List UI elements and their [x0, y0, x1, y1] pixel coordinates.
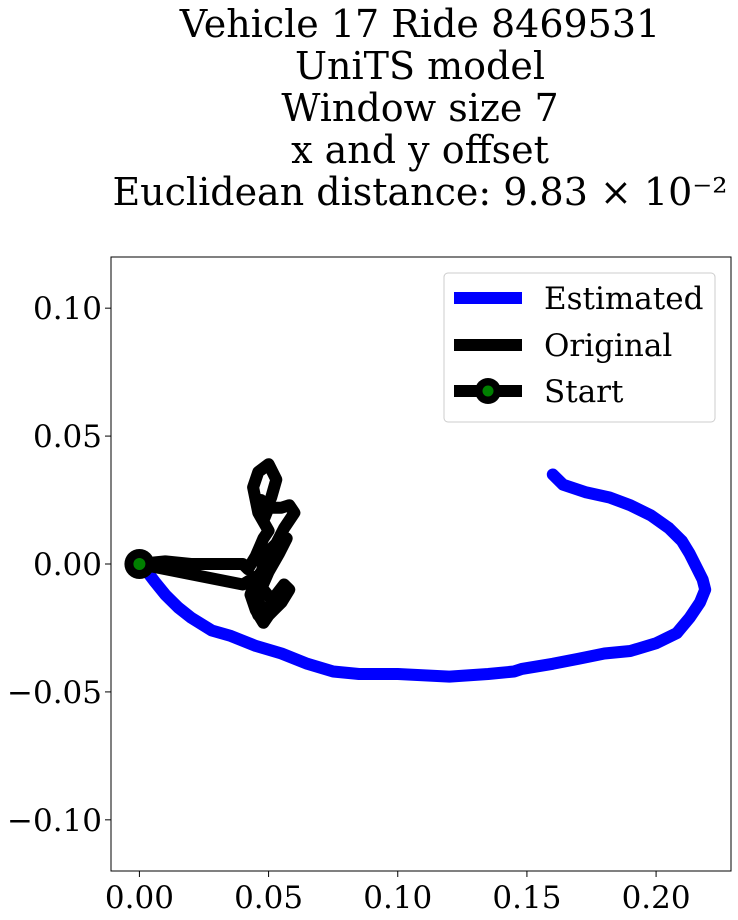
title-line-5: Euclidean distance: 9.83 × 10⁻² — [112, 170, 727, 214]
series-layer — [124, 458, 712, 683]
title-line-2: UniTS model — [295, 44, 545, 88]
legend-original-label: Original — [544, 328, 672, 364]
title-line-1: Vehicle 17 Ride 8469531 — [179, 2, 660, 46]
y-tick-label: −0.10 — [7, 803, 102, 839]
y-tick-label: 0.05 — [33, 419, 102, 455]
x-axis: 0.00 0.05 0.10 0.15 0.20 — [105, 871, 691, 916]
legend-start-marker-dot — [482, 385, 494, 397]
y-tick-label: −0.05 — [7, 675, 102, 711]
x-tick-label: 0.00 — [105, 880, 174, 916]
x-tick-label: 0.15 — [492, 880, 561, 916]
series-line-estimated — [133, 468, 712, 683]
legend-estimated-label: Estimated — [544, 281, 703, 317]
title-line-4: x and y offset — [291, 128, 549, 172]
legend-start-label: Start — [544, 374, 624, 410]
x-tick-label: 0.05 — [234, 880, 303, 916]
legend-box — [443, 272, 716, 423]
legend: Estimated Original Start — [443, 272, 716, 423]
x-tick-label: 0.20 — [622, 880, 691, 916]
x-tick-label: 0.10 — [363, 880, 432, 916]
series-line-original — [133, 458, 301, 629]
title-line-3: Window size 7 — [281, 86, 558, 130]
y-tick-label: 0.00 — [33, 547, 102, 583]
y-tick-label: 0.10 — [33, 291, 102, 327]
start-marker-dot — [133, 558, 146, 570]
y-axis: 0.10 0.05 0.00 −0.05 −0.10 — [7, 291, 111, 839]
chart-title: Vehicle 17 Ride 8469531 UniTS model Wind… — [112, 2, 727, 214]
